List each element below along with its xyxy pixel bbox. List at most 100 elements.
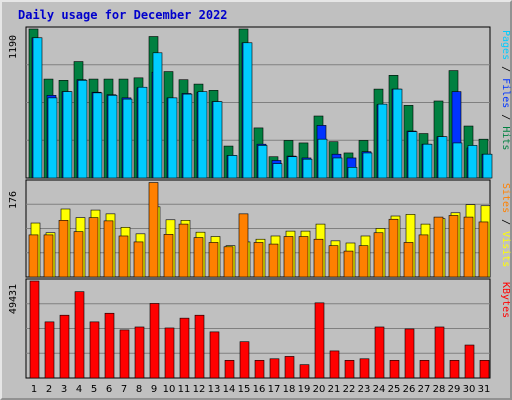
bar-pages	[392, 88, 403, 179]
bar-sites	[283, 236, 294, 278]
bar-kbytes	[269, 358, 280, 379]
legend-label: Sites / Visits	[500, 183, 511, 267]
bar-kbytes	[104, 312, 115, 379]
legend-entry: Hits	[500, 126, 511, 150]
x-tick-label: 5	[91, 384, 97, 395]
bar-sites	[43, 234, 54, 278]
x-tick-label: 16	[253, 384, 266, 395]
x-tick-label: 21	[328, 384, 341, 395]
bar-kbytes	[374, 326, 385, 379]
bar-sites	[28, 234, 39, 278]
x-tick-label: 6	[106, 384, 112, 395]
x-tick-label: 31	[478, 384, 491, 395]
x-tick-label: 25	[388, 384, 401, 395]
bar-pages	[287, 156, 298, 179]
y-max-label: 1190	[8, 35, 19, 59]
x-tick-label: 9	[151, 384, 157, 395]
bar-pages	[452, 142, 463, 179]
x-tick-label: 22	[343, 384, 356, 395]
bar-pages	[317, 138, 328, 179]
bar-pages	[362, 152, 373, 179]
bar-pages	[32, 37, 43, 179]
bar-pages	[137, 86, 148, 179]
bar-kbytes	[209, 331, 220, 379]
bar-sites	[73, 231, 84, 278]
x-tick-label: 18	[283, 384, 296, 395]
bar-sites	[133, 241, 144, 278]
bar-pages	[272, 163, 283, 179]
bar-kbytes	[344, 360, 355, 379]
x-tick-label: 30	[463, 384, 476, 395]
bar-pages	[437, 136, 448, 179]
bar-sites	[193, 237, 204, 278]
legend-entry: Pages	[500, 30, 511, 60]
bar-pages	[467, 145, 478, 179]
bar-sites	[358, 245, 369, 278]
bar-kbytes	[89, 321, 100, 379]
x-tick-label: 28	[433, 384, 446, 395]
bar-pages	[482, 153, 493, 179]
bar-sites	[448, 215, 459, 278]
x-tick-label: 14	[223, 384, 236, 395]
bar-pages	[242, 42, 253, 179]
bar-sites	[298, 236, 309, 278]
bar-kbytes	[149, 303, 160, 379]
bar-kbytes	[239, 341, 250, 379]
bar-kbytes	[164, 327, 175, 379]
x-tick-label: 10	[163, 384, 176, 395]
bar-pages	[407, 131, 418, 179]
bar-pages	[107, 95, 118, 179]
legend-entry: /	[500, 213, 511, 231]
legend-entry: /	[500, 108, 511, 126]
y-max-label: 49431	[8, 284, 19, 314]
bar-sites	[373, 232, 384, 278]
bar-kbytes	[314, 302, 325, 379]
bar-sites	[208, 242, 219, 278]
bar-sites	[403, 242, 414, 278]
x-tick-label: 24	[373, 384, 386, 395]
bar-kbytes	[389, 360, 400, 379]
bar-pages	[92, 92, 103, 179]
bar-kbytes	[44, 321, 55, 379]
bar-sites	[343, 250, 354, 278]
bar-pages	[77, 80, 88, 179]
bar-sites	[148, 182, 159, 278]
x-tick-label: 3	[61, 384, 67, 395]
bar-sites	[118, 235, 129, 278]
bar-sites	[58, 220, 69, 278]
bar-pages	[197, 91, 208, 179]
legend-entry: KBytes	[500, 282, 511, 318]
bar-kbytes	[29, 280, 40, 379]
x-tick-label: 7	[121, 384, 127, 395]
y-max-label: 176	[8, 191, 19, 209]
x-tick-label: 4	[76, 384, 82, 395]
bar-pages	[377, 103, 388, 179]
bar-sites	[478, 221, 489, 278]
bar-kbytes	[434, 326, 445, 379]
x-tick-label: 23	[358, 384, 371, 395]
bar-kbytes	[59, 314, 70, 379]
legend-entry: Files	[500, 78, 511, 108]
bar-sites	[163, 234, 174, 278]
bar-kbytes	[299, 364, 310, 379]
x-tick-label: 17	[268, 384, 281, 395]
bar-kbytes	[359, 358, 370, 379]
bar-pages	[152, 52, 163, 179]
bar-pages	[422, 143, 433, 179]
x-tick-label: 13	[208, 384, 221, 395]
x-tick-label: 20	[313, 384, 326, 395]
bar-pages	[182, 93, 193, 179]
bar-kbytes	[329, 350, 340, 379]
bar-sites	[313, 238, 324, 278]
bar-pages	[167, 97, 178, 179]
bar-sites	[223, 246, 234, 278]
bar-sites	[328, 245, 339, 278]
x-tick-label: 29	[448, 384, 461, 395]
bar-kbytes	[224, 360, 235, 379]
x-tick-label: 11	[178, 384, 191, 395]
legend-entry: /	[500, 60, 511, 78]
bar-sites	[388, 218, 399, 278]
bar-pages	[62, 91, 73, 179]
bar-sites	[433, 216, 444, 278]
